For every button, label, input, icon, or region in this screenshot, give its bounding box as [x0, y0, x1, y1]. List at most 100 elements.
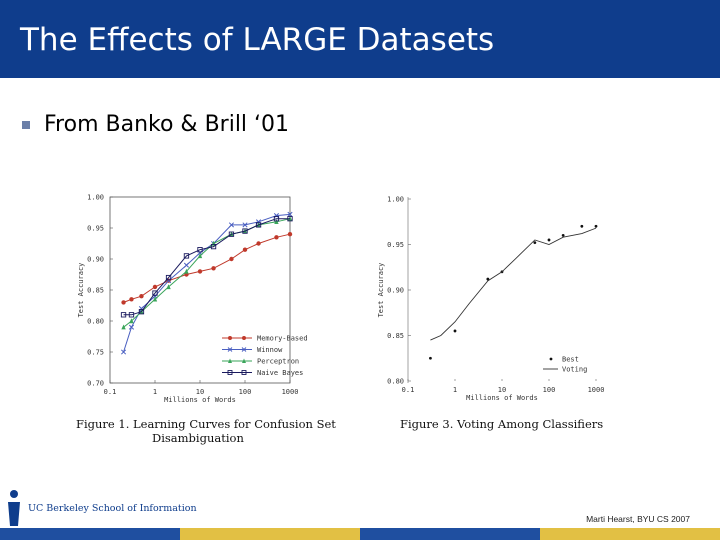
fig1-point: [165, 274, 172, 281]
school-logo: UC Berkeley School of Information: [4, 488, 197, 528]
fig1-point: [121, 300, 126, 305]
fig1-point: [242, 247, 248, 252]
fig1-point: [128, 324, 135, 330]
fig3-best-point: [561, 234, 565, 237]
fig3-best-point: [580, 224, 584, 228]
fig1-point: [197, 253, 203, 259]
bullet-marker: [22, 120, 30, 129]
slide-title: The Effects of LARGE Datasets: [20, 22, 495, 58]
fig1-point: [242, 222, 248, 228]
title-bar: The Effects of LARGE Datasets: [0, 0, 720, 78]
fig1-point: [241, 370, 247, 375]
fig3-xtick-label: 1000: [588, 386, 605, 394]
fig1-point: [152, 290, 158, 296]
fig3-xtick-label: 10: [498, 386, 506, 394]
footer-stripe: [540, 528, 720, 540]
fig3-ytick-label: 0.90: [387, 287, 404, 295]
fig1-ytick-label: 1.00: [87, 194, 104, 202]
fig1-point: [121, 324, 126, 330]
fig1-point: [287, 232, 293, 237]
fig1-point: [287, 216, 293, 222]
fig3-legend-point: [549, 357, 553, 361]
bullet-item: From Banko & Brill ‘01: [22, 112, 289, 137]
fig1-point: [228, 336, 232, 340]
fig1-xtick-label: 1: [153, 388, 157, 396]
fig1-point: [229, 256, 234, 262]
fig1-point: [255, 219, 262, 225]
figure-1-learning-curves: 0.70 0.75 0.80 0.85 0.90 0.95 1.00 0.1 1 10 100 100…: [76, 194, 336, 446]
fig1-point: [241, 347, 247, 352]
fig3-legend-label: Best: [562, 356, 579, 364]
fig1-xtick-label: 1000: [282, 388, 299, 396]
footer-stripe: [0, 528, 180, 540]
fig1-xtick-label: 100: [239, 388, 252, 396]
fig1-point: [228, 358, 232, 363]
footer-stripes: [0, 528, 720, 540]
fig3-best-point: [453, 329, 457, 333]
fig1-ytick-label: 0.70: [87, 380, 104, 388]
fig1-plot-frame: [109, 196, 291, 384]
fig1-point: [211, 266, 216, 271]
fig1-point: [197, 247, 203, 253]
fig1-point: [120, 312, 127, 318]
fig1-xtick-label: 10: [196, 388, 204, 396]
logo-text: UC Berkeley School of Information: [28, 502, 197, 514]
fig1-legend-label: Naive Bayes: [257, 369, 303, 377]
fig3-xtick-label: 100: [543, 386, 556, 394]
fig1-point: [287, 211, 293, 217]
fig1-series-line: [123, 233, 291, 303]
fig1-point: [183, 262, 190, 268]
fig1-point: [210, 243, 217, 250]
fig3-xtick-label: 1: [453, 386, 457, 394]
footer-stripe: [360, 528, 540, 540]
fig1-xtick-label: 0.1: [104, 388, 117, 396]
footer-stripe: [180, 528, 360, 540]
fig1-point: [255, 222, 262, 228]
fig1-point: [242, 336, 246, 340]
fig1-point: [129, 297, 134, 302]
figure-3-voting: 0.80 0.85 0.90 0.95 1.00 0.1 1 10 100 1000 Best Vo…: [377, 196, 604, 432]
fig1-point: [227, 347, 233, 352]
fig1-point: [197, 269, 203, 274]
fig1-point: [274, 235, 279, 240]
fig1-series-line: [123, 213, 291, 353]
fig3-ylabel: Test Accuracy: [377, 263, 385, 318]
fig1-legend-label: Memory-Based: [257, 335, 308, 343]
fig1-ytick-label: 0.95: [87, 225, 104, 233]
fig1-ylabel: Test Accuracy: [77, 263, 85, 318]
fig1-series-line: [123, 218, 290, 316]
fig3-best-point: [594, 224, 598, 228]
fig1-ytick-label: 0.75: [87, 349, 104, 357]
fig1-ytick-label: 0.85: [87, 287, 104, 295]
fig1-point: [274, 219, 279, 224]
figure-logo-icon: [8, 490, 20, 526]
fig3-xlabel: Millions of Words: [466, 394, 538, 402]
fig1-caption-line2: Disambiguation: [152, 431, 244, 445]
fig1-legend-label: Perceptron: [257, 358, 299, 366]
fig3-legend-label: Voting: [562, 366, 587, 374]
fig1-point: [166, 284, 171, 290]
fig1-point: [228, 222, 235, 228]
fig1-point: [228, 231, 235, 237]
fig1-point: [242, 228, 248, 234]
fig1-point: [138, 309, 145, 315]
fig3-voting-line: [430, 227, 597, 341]
fig1-point: [183, 253, 190, 259]
fig3-best-point: [547, 238, 551, 242]
fig1-ytick-label: 0.90: [87, 256, 104, 264]
fig1-point: [227, 370, 233, 375]
fig1-point: [184, 268, 189, 274]
fig1-point: [129, 318, 134, 324]
footer-credit: Marti Hearst, BYU CS 2007: [586, 514, 690, 524]
fig3-best-point: [486, 277, 490, 281]
fig1-ytick-label: 0.80: [87, 318, 104, 326]
fig1-point: [152, 296, 158, 302]
fig3-best-point: [533, 241, 537, 245]
fig1-series-line: [123, 218, 291, 328]
fig1-point: [242, 358, 246, 363]
fig1-point: [273, 216, 280, 222]
fig1-xlabel: Millions of Words: [164, 396, 236, 404]
bullet-text: From Banko & Brill ‘01: [44, 112, 290, 137]
fig1-point: [273, 213, 280, 219]
fig1-point: [256, 241, 261, 246]
